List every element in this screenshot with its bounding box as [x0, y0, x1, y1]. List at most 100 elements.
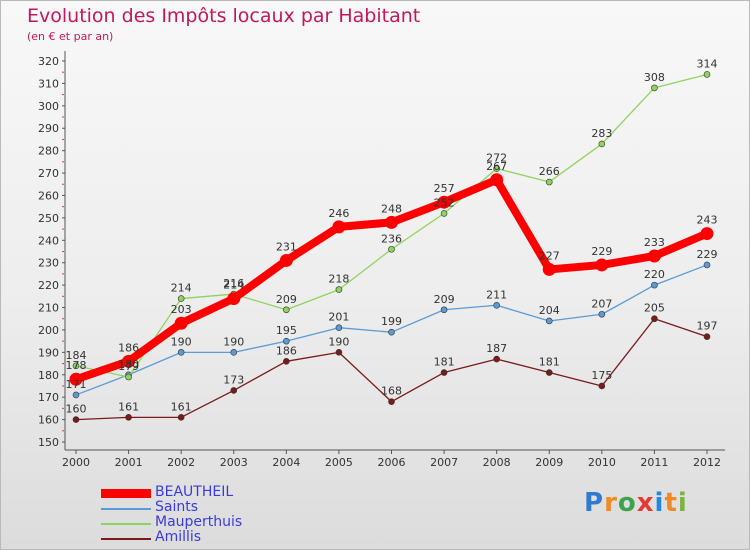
data-label-beautheil: 229 — [591, 245, 612, 258]
data-point-amillis — [335, 349, 343, 356]
data-point-mauperthuis — [388, 245, 395, 253]
x-tick-label: 2004 — [272, 456, 300, 469]
data-point-amillis — [125, 414, 132, 421]
data-label-mauperthuis: 214 — [171, 282, 192, 295]
y-tick-label: 320 — [38, 55, 59, 68]
data-point-saints — [545, 317, 553, 325]
data-label-saints: 209 — [434, 293, 455, 306]
x-tick-label: 2007 — [430, 456, 458, 469]
data-point-saints — [440, 306, 448, 314]
data-label-saints: 229 — [697, 248, 718, 261]
data-point-mauperthuis — [703, 71, 711, 78]
data-point-amillis — [440, 369, 448, 376]
logo-letter: o — [617, 488, 637, 518]
y-tick-label: 160 — [38, 414, 59, 427]
proxiti-logo: Proxiti — [584, 488, 688, 518]
y-tick-label: 170 — [38, 391, 59, 404]
data-point-mauperthuis — [125, 373, 132, 381]
y-tick-label: 290 — [38, 122, 59, 135]
legend-swatch — [101, 508, 151, 510]
data-label-beautheil: 214 — [223, 279, 244, 292]
y-tick-label: 200 — [38, 324, 59, 337]
data-label-mauperthuis: 283 — [591, 127, 612, 140]
data-label-mauperthuis: 236 — [381, 232, 402, 245]
x-tick-label: 2010 — [588, 456, 616, 469]
y-tick-label: 240 — [38, 234, 59, 247]
chart-axes: 150 160 170 180 190 200 210 220 230 240 250 260 270 2… — [38, 51, 725, 469]
data-label-mauperthuis: 272 — [486, 152, 507, 165]
data-label-amillis: 161 — [171, 400, 192, 413]
data-point-amillis — [545, 369, 553, 376]
data-label-mauperthuis: 216 — [223, 277, 244, 290]
data-point-amillis — [230, 387, 238, 394]
chart-series — [69, 71, 714, 423]
data-point-saints — [230, 349, 238, 356]
x-tick-label: 2005 — [325, 456, 353, 469]
data-point-beautheil — [122, 354, 136, 368]
data-point-beautheil — [490, 173, 504, 187]
logo-letter: t — [664, 488, 678, 518]
data-point-mauperthuis — [283, 306, 290, 314]
y-tick-label: 190 — [38, 346, 59, 359]
logo-letter: i — [677, 488, 688, 518]
data-label-amillis: 197 — [697, 320, 718, 333]
data-point-mauperthuis — [651, 84, 658, 92]
x-tick-label: 2002 — [167, 456, 195, 469]
data-label-amillis: 168 — [381, 385, 402, 398]
data-point-beautheil — [279, 253, 293, 267]
data-point-mauperthuis — [440, 210, 448, 217]
data-label-saints: 207 — [591, 297, 612, 310]
data-label-saints: 190 — [223, 335, 244, 348]
y-tick-label: 210 — [38, 302, 59, 315]
data-point-saints — [72, 391, 80, 399]
x-tick-label: 2011 — [640, 456, 668, 469]
data-label-amillis: 160 — [66, 403, 87, 416]
data-label-mauperthuis: 266 — [539, 165, 560, 178]
data-label-amillis: 173 — [223, 373, 244, 386]
logo-letter: P — [584, 488, 605, 518]
data-label-amillis: 186 — [276, 344, 297, 357]
x-tick-label: 2003 — [220, 456, 248, 469]
logo-letter: i — [654, 488, 665, 518]
legend-label: Saints — [155, 499, 199, 515]
data-point-amillis — [388, 398, 395, 405]
y-tick-label: 270 — [38, 167, 59, 180]
data-point-beautheil — [542, 262, 556, 276]
data-point-amillis — [598, 382, 606, 390]
x-tick-label: 2012 — [693, 456, 721, 469]
legend-swatch — [101, 523, 151, 525]
data-label-beautheil: 246 — [328, 207, 349, 220]
legend-swatch — [101, 489, 151, 498]
data-point-saints — [598, 310, 606, 318]
data-label-beautheil: 233 — [644, 236, 665, 249]
x-tick-label: 2000 — [62, 456, 90, 469]
y-tick-label: 250 — [38, 212, 59, 225]
data-point-beautheil — [332, 220, 346, 234]
data-label-saints: 190 — [171, 335, 192, 348]
data-point-amillis — [72, 416, 80, 423]
data-point-amillis — [651, 315, 658, 323]
data-point-amillis — [493, 355, 500, 363]
data-point-saints — [283, 337, 290, 345]
x-tick-label: 2006 — [378, 456, 406, 469]
data-label-beautheil: 248 — [381, 202, 402, 215]
chart-title: Evolution des Impôts locaux par Habitant — [27, 5, 421, 27]
data-label-saints: 171 — [66, 378, 87, 391]
data-label-beautheil: 203 — [171, 303, 192, 316]
legend-label: Mauperthuis — [155, 514, 243, 530]
data-label-saints: 211 — [486, 288, 507, 301]
data-label-saints: 199 — [381, 315, 402, 328]
data-point-beautheil — [647, 249, 661, 263]
data-point-mauperthuis — [72, 362, 80, 370]
data-label-mauperthuis: 179 — [118, 360, 139, 373]
data-label-beautheil: 267 — [486, 160, 507, 173]
data-label-amillis: 181 — [539, 356, 560, 369]
y-tick-label: 220 — [38, 279, 59, 292]
data-label-beautheil: 178 — [66, 359, 87, 372]
data-label-mauperthuis: 209 — [276, 293, 297, 306]
data-point-mauperthuis — [493, 165, 500, 172]
data-point-amillis — [703, 333, 711, 340]
data-point-saints — [651, 281, 658, 289]
